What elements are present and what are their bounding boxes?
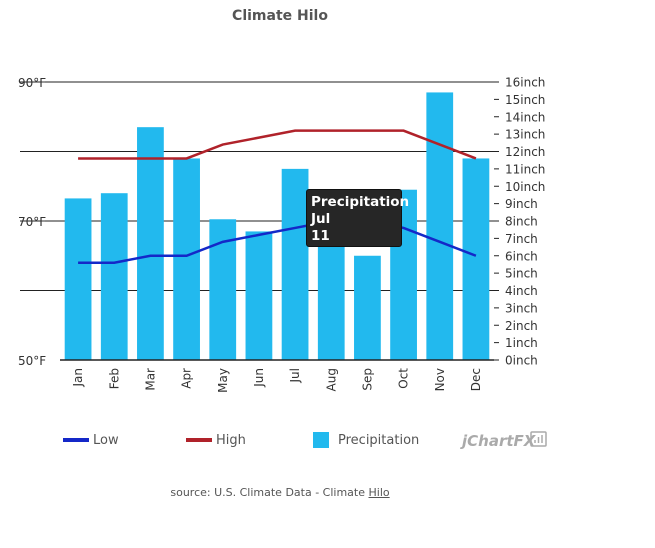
x-axis-tick-label: Jun bbox=[252, 368, 266, 388]
precipitation-bar-mar[interactable] bbox=[137, 127, 164, 360]
left-axis-tick-label: 70°F bbox=[18, 215, 46, 229]
right-axis-tick-label: 2inch bbox=[505, 319, 538, 333]
right-axis-tick-label: 15inch bbox=[505, 93, 545, 107]
right-axis-tick-label: 6inch bbox=[505, 249, 538, 263]
brand-logo: jChartFX bbox=[460, 431, 547, 450]
legend-label-low: Low bbox=[93, 433, 119, 448]
right-axis-tick-label: 11inch bbox=[505, 162, 545, 176]
chart-title: Climate Hilo bbox=[232, 8, 328, 24]
right-axis-tick-label: 14inch bbox=[505, 110, 545, 124]
x-axis-tick-label: Dec bbox=[469, 368, 483, 391]
legend-item-low[interactable]: Low bbox=[63, 433, 119, 448]
legend: Low High Precipitation bbox=[63, 432, 419, 448]
right-axis-tick-label: 4inch bbox=[505, 284, 538, 298]
tooltip-value: 11 bbox=[311, 228, 330, 244]
precipitation-bar-aug[interactable] bbox=[317, 243, 345, 360]
right-axis-tick-label: 0inch bbox=[505, 354, 538, 368]
x-axis-tick-label: Jan bbox=[71, 368, 85, 388]
x-axis-tick-label: Sep bbox=[360, 368, 374, 391]
precipitation-bar-apr[interactable] bbox=[173, 158, 200, 360]
x-axis-tick-label: Oct bbox=[397, 368, 411, 389]
precipitation-bar-nov[interactable] bbox=[426, 92, 454, 361]
legend-item-high[interactable]: High bbox=[186, 433, 246, 448]
right-axis-tick-label: 5inch bbox=[505, 267, 538, 281]
legend-item-precipitation[interactable]: Precipitation bbox=[313, 432, 419, 448]
right-axis-tick-label: 1inch bbox=[505, 336, 538, 350]
brand-logo-text: jChartFX bbox=[460, 432, 537, 450]
legend-label-high: High bbox=[216, 433, 246, 448]
x-axis-tick-label: Nov bbox=[433, 368, 447, 391]
left-axis: 90°F 70°F 50°F bbox=[18, 76, 46, 368]
right-axis-tick-label: 7inch bbox=[505, 232, 538, 246]
precipitation-bar-jun[interactable] bbox=[245, 231, 273, 360]
source-text: source: U.S. Climate Data - Climate bbox=[170, 486, 369, 499]
x-axis-tick-label: Jul bbox=[288, 368, 302, 383]
left-axis-tick-label: 50°F bbox=[18, 354, 46, 368]
x-axis-tick-label: Aug bbox=[324, 368, 338, 391]
right-axis-tick-label: 3inch bbox=[505, 301, 538, 315]
x-axis: Jan Feb Mar Apr May Jun Jul Aug Sep Oct Nov Dec bbox=[60, 359, 494, 393]
tooltip-category: Jul bbox=[311, 211, 331, 227]
brand-logo-icon bbox=[530, 431, 547, 447]
legend-swatch-precipitation bbox=[313, 432, 329, 448]
precipitation-bars bbox=[64, 92, 490, 361]
precipitation-bar-jan[interactable] bbox=[64, 198, 92, 360]
source-link[interactable]: Hilo bbox=[368, 486, 390, 499]
x-axis-tick-label: May bbox=[216, 368, 230, 393]
left-axis-tick-label: 90°F bbox=[18, 76, 46, 90]
source-line: source: U.S. Climate Data - Climate Hilo bbox=[0, 486, 560, 499]
precipitation-bar-jul[interactable] bbox=[281, 168, 309, 360]
chart-tooltip: Precipitation Jul 11 bbox=[306, 189, 410, 247]
right-axis-tick-label: 12inch bbox=[505, 145, 545, 159]
right-axis-tick-label: 16inch bbox=[505, 76, 545, 90]
x-axis-tick-label: Mar bbox=[143, 368, 157, 391]
precipitation-bar-dec[interactable] bbox=[462, 158, 490, 360]
x-axis-tick-label: Apr bbox=[180, 368, 194, 389]
series-line-low bbox=[78, 219, 477, 264]
tooltip-series: Precipitation bbox=[311, 194, 410, 210]
right-axis: 16inch 15inch 14inch 13inch 12inch 11inch 10in… bbox=[494, 76, 545, 368]
right-axis-tick-label: 13inch bbox=[505, 128, 545, 142]
series-line-high bbox=[78, 129, 477, 160]
precipitation-bar-sep[interactable] bbox=[354, 255, 381, 360]
precipitation-bar-feb[interactable] bbox=[100, 193, 128, 360]
right-axis-tick-label: 9inch bbox=[505, 197, 538, 211]
temperature-lines bbox=[78, 129, 477, 264]
legend-label-precipitation: Precipitation bbox=[338, 433, 419, 448]
right-axis-tick-label: 8inch bbox=[505, 215, 538, 229]
right-axis-tick-label: 10inch bbox=[505, 180, 545, 194]
x-axis-tick-label: Feb bbox=[107, 368, 121, 389]
